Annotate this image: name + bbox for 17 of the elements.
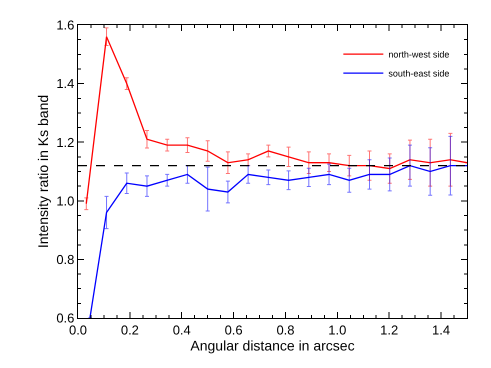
x-tick-label: 1.0 xyxy=(328,322,346,338)
x-axis-title: Angular distance in arcsec xyxy=(190,338,355,354)
x-tick-label: 1.4 xyxy=(432,322,450,338)
x-tick-label: 0.6 xyxy=(224,322,243,338)
y-tick-label: 0.8 xyxy=(56,252,74,267)
y-tick-label: 1.2 xyxy=(56,134,74,150)
x-tick-label: 0.8 xyxy=(276,322,295,338)
legend-label: south-east side xyxy=(388,68,450,79)
x-tick-label: 0.2 xyxy=(120,322,139,338)
y-tick-label: 1.6 xyxy=(56,18,74,33)
legend-label: north-west side xyxy=(388,50,450,60)
x-tick-label: 0.4 xyxy=(172,322,191,338)
y-tick-label: 1.0 xyxy=(56,193,74,208)
y-tick-label: 1.4 xyxy=(56,76,74,92)
x-tick-label: 1.2 xyxy=(380,322,398,338)
y-axis-title: Intensity ratio in Ks band xyxy=(34,94,51,248)
line-series xyxy=(86,36,467,204)
